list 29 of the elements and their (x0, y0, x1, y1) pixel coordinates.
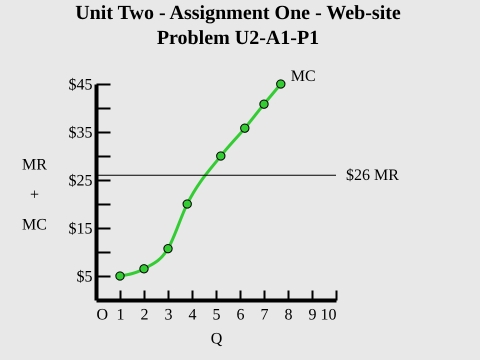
x-axis-title: Q (210, 330, 223, 348)
x-tick-label: 9 (308, 306, 316, 324)
point (216, 151, 226, 161)
x-tick-label: 7 (260, 306, 268, 324)
x-tick-label: 6 (236, 306, 244, 324)
x-tick-label: 2 (140, 306, 148, 324)
x-tick-label: 8 (284, 306, 292, 324)
x-tick-label: 1 (116, 306, 124, 324)
point (276, 79, 286, 89)
point (182, 199, 192, 209)
y-tick-label: $15 (68, 220, 92, 238)
point (259, 99, 269, 109)
point (163, 244, 173, 254)
chart-title: Unit Two - Assignment One - Web-site Problem U2-A1-P1 (75, 2, 401, 49)
point (139, 264, 149, 274)
ref-line-label: $26 MR (346, 167, 400, 184)
x-tick-label: O (96, 306, 108, 324)
point (240, 123, 250, 133)
x-tick-label: 3 (164, 306, 172, 324)
y-tick-label: $35 (68, 124, 92, 142)
point (115, 271, 125, 281)
x-tick-label: 5 (212, 306, 220, 324)
y-tick-label: $25 (68, 172, 92, 190)
y-tick-label: $5 (76, 268, 92, 286)
y-tick-label: $45 (68, 76, 92, 94)
x-tick-label: 4 (188, 306, 196, 324)
x-tick-label: 10 (320, 306, 336, 324)
y-axis-title: MR + MC (22, 156, 48, 234)
series-label: MC (290, 68, 316, 85)
